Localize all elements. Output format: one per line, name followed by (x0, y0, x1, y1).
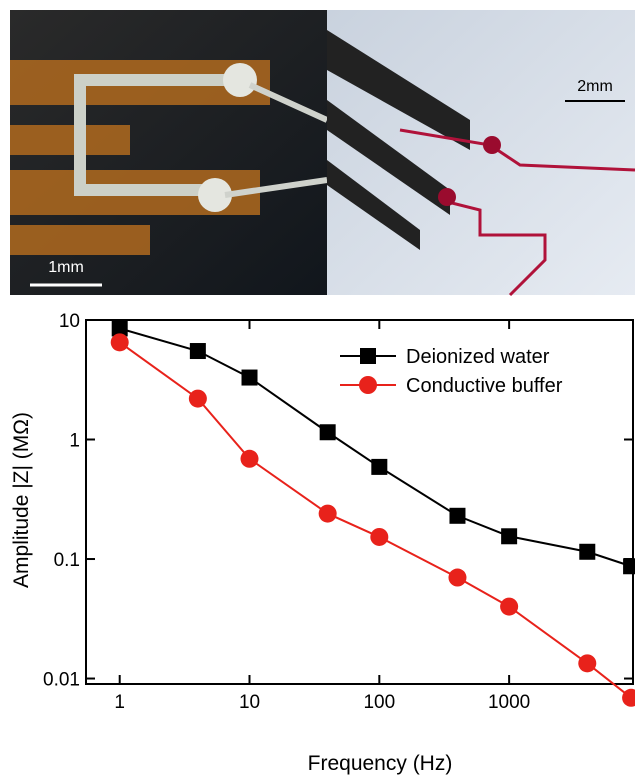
page: 1mm 2mm Frequency (Hz) Amplitude |Z| (MΩ… (0, 0, 635, 782)
marker (449, 508, 465, 524)
x-tick-label: 10 (239, 692, 260, 713)
marker (320, 424, 336, 440)
y-tick-label: 1 (69, 431, 80, 452)
marker (189, 390, 207, 408)
marker (371, 459, 387, 475)
plot: 1 10 100 1000 0.01 0.1 1 10 Deionized water Condu… (43, 311, 635, 713)
figure: 1mm 2mm Frequency (Hz) Amplitude |Z| (MΩ… (0, 0, 635, 777)
marker (360, 348, 376, 364)
marker (578, 654, 596, 672)
y-tick-label: 10 (59, 311, 80, 332)
marker (370, 528, 388, 546)
y-tick-label: 0.01 (43, 670, 80, 691)
y-axis-label: Amplitude |Z| (MΩ) (10, 412, 33, 588)
y-tick-label: 0.1 (54, 550, 80, 571)
marker (190, 343, 206, 359)
marker (579, 544, 595, 560)
marker (623, 558, 635, 574)
marker (448, 569, 466, 587)
marker (319, 505, 337, 523)
x-tick-label: 100 (363, 692, 395, 713)
photo-right: 2mm (327, 10, 635, 295)
scale-label: 2mm (577, 78, 613, 95)
legend-label: Conductive buffer (406, 375, 563, 397)
marker (242, 370, 258, 386)
x-axis-label: Frequency (Hz) (308, 752, 453, 775)
marker (111, 333, 129, 351)
legend-label: Deionized water (406, 346, 550, 368)
x-tick-label: 1000 (488, 692, 530, 713)
marker (501, 528, 517, 544)
marker (241, 450, 259, 468)
scale-label: 1mm (48, 259, 84, 276)
photo-left: 1mm (10, 10, 327, 295)
x-tick-label: 1 (114, 692, 125, 713)
marker (500, 598, 518, 616)
marker (359, 376, 377, 394)
